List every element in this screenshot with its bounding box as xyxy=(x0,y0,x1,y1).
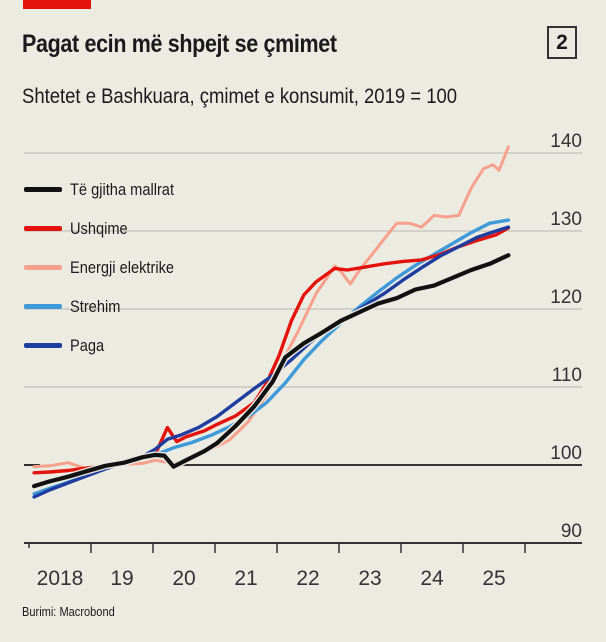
source-note: Burimi: Macrobond xyxy=(22,604,115,619)
chart-subtitle: Shtetet e Bashkuara, çmimet e konsumit, … xyxy=(22,85,458,108)
x-tick-label: 25 xyxy=(482,567,505,590)
x-tick-label: 22 xyxy=(296,567,319,590)
series-lines xyxy=(32,145,511,499)
legend-swatch xyxy=(24,226,62,231)
chart-title: Pagat ecin më shpejt se çmimet xyxy=(22,30,337,58)
x-tick-label: 21 xyxy=(234,567,257,590)
series-line-t-gjitha-mallrat xyxy=(32,253,511,489)
x-axis: 2018 19 20 21 22 23 24 25 xyxy=(24,542,582,590)
legend-label: Të gjitha mallrat xyxy=(70,180,175,199)
y-tick-label: 120 xyxy=(550,287,582,308)
x-tick-label: 23 xyxy=(358,567,381,590)
legend-swatch xyxy=(24,304,62,309)
x-tick-label: 2018 xyxy=(37,567,84,590)
y-axis-labels: 90 100 110 120 130 140 xyxy=(550,131,582,542)
y-tick-label: 130 xyxy=(550,209,582,230)
y-tick-label: 110 xyxy=(552,365,582,386)
legend-label: Energji elektrike xyxy=(70,258,175,277)
legend-label: Ushqime xyxy=(70,219,128,238)
legend-swatch xyxy=(24,187,62,192)
y-tick-label: 90 xyxy=(561,521,582,542)
legend-label: Paga xyxy=(70,336,105,355)
chart-number-badge: 2 xyxy=(547,26,577,59)
y-tick-label: 140 xyxy=(550,131,582,152)
legend-label: Strehim xyxy=(70,297,121,316)
x-tick-label: 20 xyxy=(172,567,195,590)
legend-swatch xyxy=(24,343,62,348)
x-tick-label: 19 xyxy=(110,567,133,590)
y-tick-label: 100 xyxy=(550,443,582,464)
x-tick-label: 24 xyxy=(420,567,444,590)
legend-swatch xyxy=(24,265,62,270)
accent-bar xyxy=(23,0,91,9)
